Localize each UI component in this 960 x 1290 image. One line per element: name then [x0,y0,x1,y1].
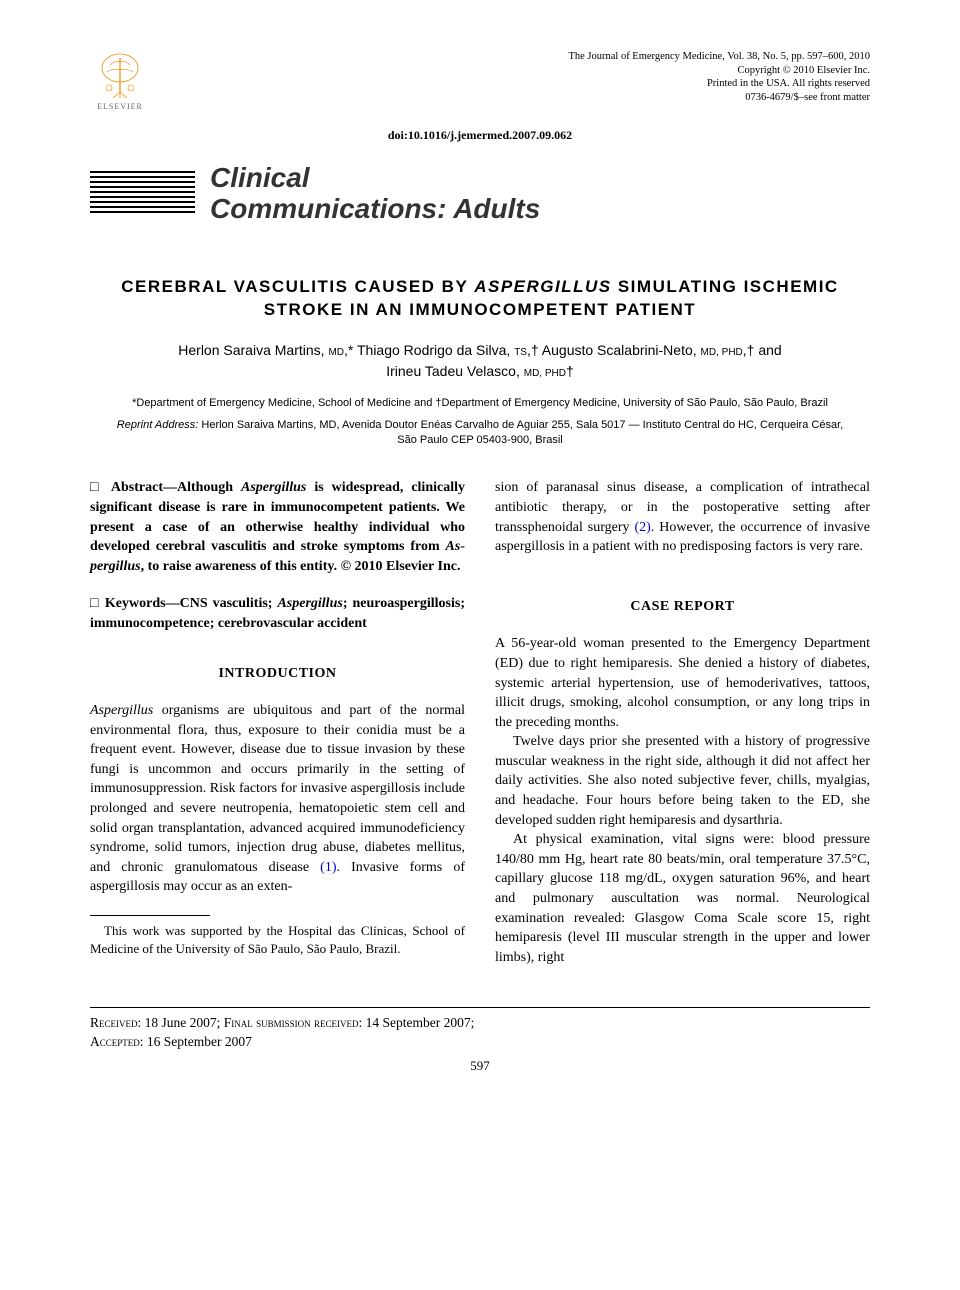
case-paragraph-3: At physical examination, vital signs wer… [495,830,870,967]
case-paragraph-2: Twelve days prior she presented with a h… [495,732,870,830]
copyright-line: Copyright © 2010 Elsevier Inc. [568,64,870,78]
reference-link-2[interactable]: (2) [634,520,650,535]
footnote-separator [90,915,210,916]
keywords: □ Keywords—CNS vasculitis; Aspergillus; … [90,594,465,633]
author-list: Herlon Saraiva Martins, MD,* Thiago Rodr… [90,340,870,382]
introduction-heading: INTRODUCTION [90,664,465,684]
issn-line: 0736-4679/$–see front matter [568,91,870,105]
reprint-address: Reprint Address: Herlon Saraiva Martins,… [90,418,870,449]
banner-lines-icon [90,171,195,216]
section-banner: Clinical Communications: Adults [90,163,870,225]
section-banner-title: Clinical Communications: Adults [210,163,540,225]
reference-link-1[interactable]: (1) [320,860,336,875]
publisher-name: ELSEVIER [97,102,143,111]
funding-footnote: This work was supported by the Hospital … [90,922,465,957]
intro-paragraph: Aspergillus organisms are ubiquitous and… [90,701,465,897]
left-column: □ Abstract—Although Aspergillus is wides… [90,478,465,967]
page-number: 597 [90,1058,870,1074]
intro-paragraph-continued: sion of paranasal sinus disease, a compl… [495,478,870,556]
submission-dates: Received: 18 June 2007; Final submission… [90,1014,870,1052]
abstract: □ Abstract—Although Aspergillus is wides… [90,478,465,576]
journal-citation-line: The Journal of Emergency Medicine, Vol. … [568,50,870,64]
publisher-logo: ELSEVIER [90,50,150,120]
case-report-heading: CASE REPORT [495,597,870,617]
affiliations: *Department of Emergency Medicine, Schoo… [90,396,870,411]
doi: doi:10.1016/j.jemermed.2007.09.062 [90,128,870,143]
elsevier-tree-icon [95,50,145,100]
right-column: sion of paranasal sinus disease, a compl… [495,478,870,967]
page-header: ELSEVIER The Journal of Emergency Medici… [90,50,870,120]
bottom-separator [90,1007,870,1008]
body-columns: □ Abstract—Although Aspergillus is wides… [90,478,870,967]
case-paragraph-1: A 56-year-old woman presented to the Eme… [495,634,870,732]
article-title: CEREBRAL VASCULITIS CAUSED BY ASPERGILLU… [90,275,870,323]
journal-citation-block: The Journal of Emergency Medicine, Vol. … [568,50,870,105]
print-line: Printed in the USA. All rights reserved [568,77,870,91]
